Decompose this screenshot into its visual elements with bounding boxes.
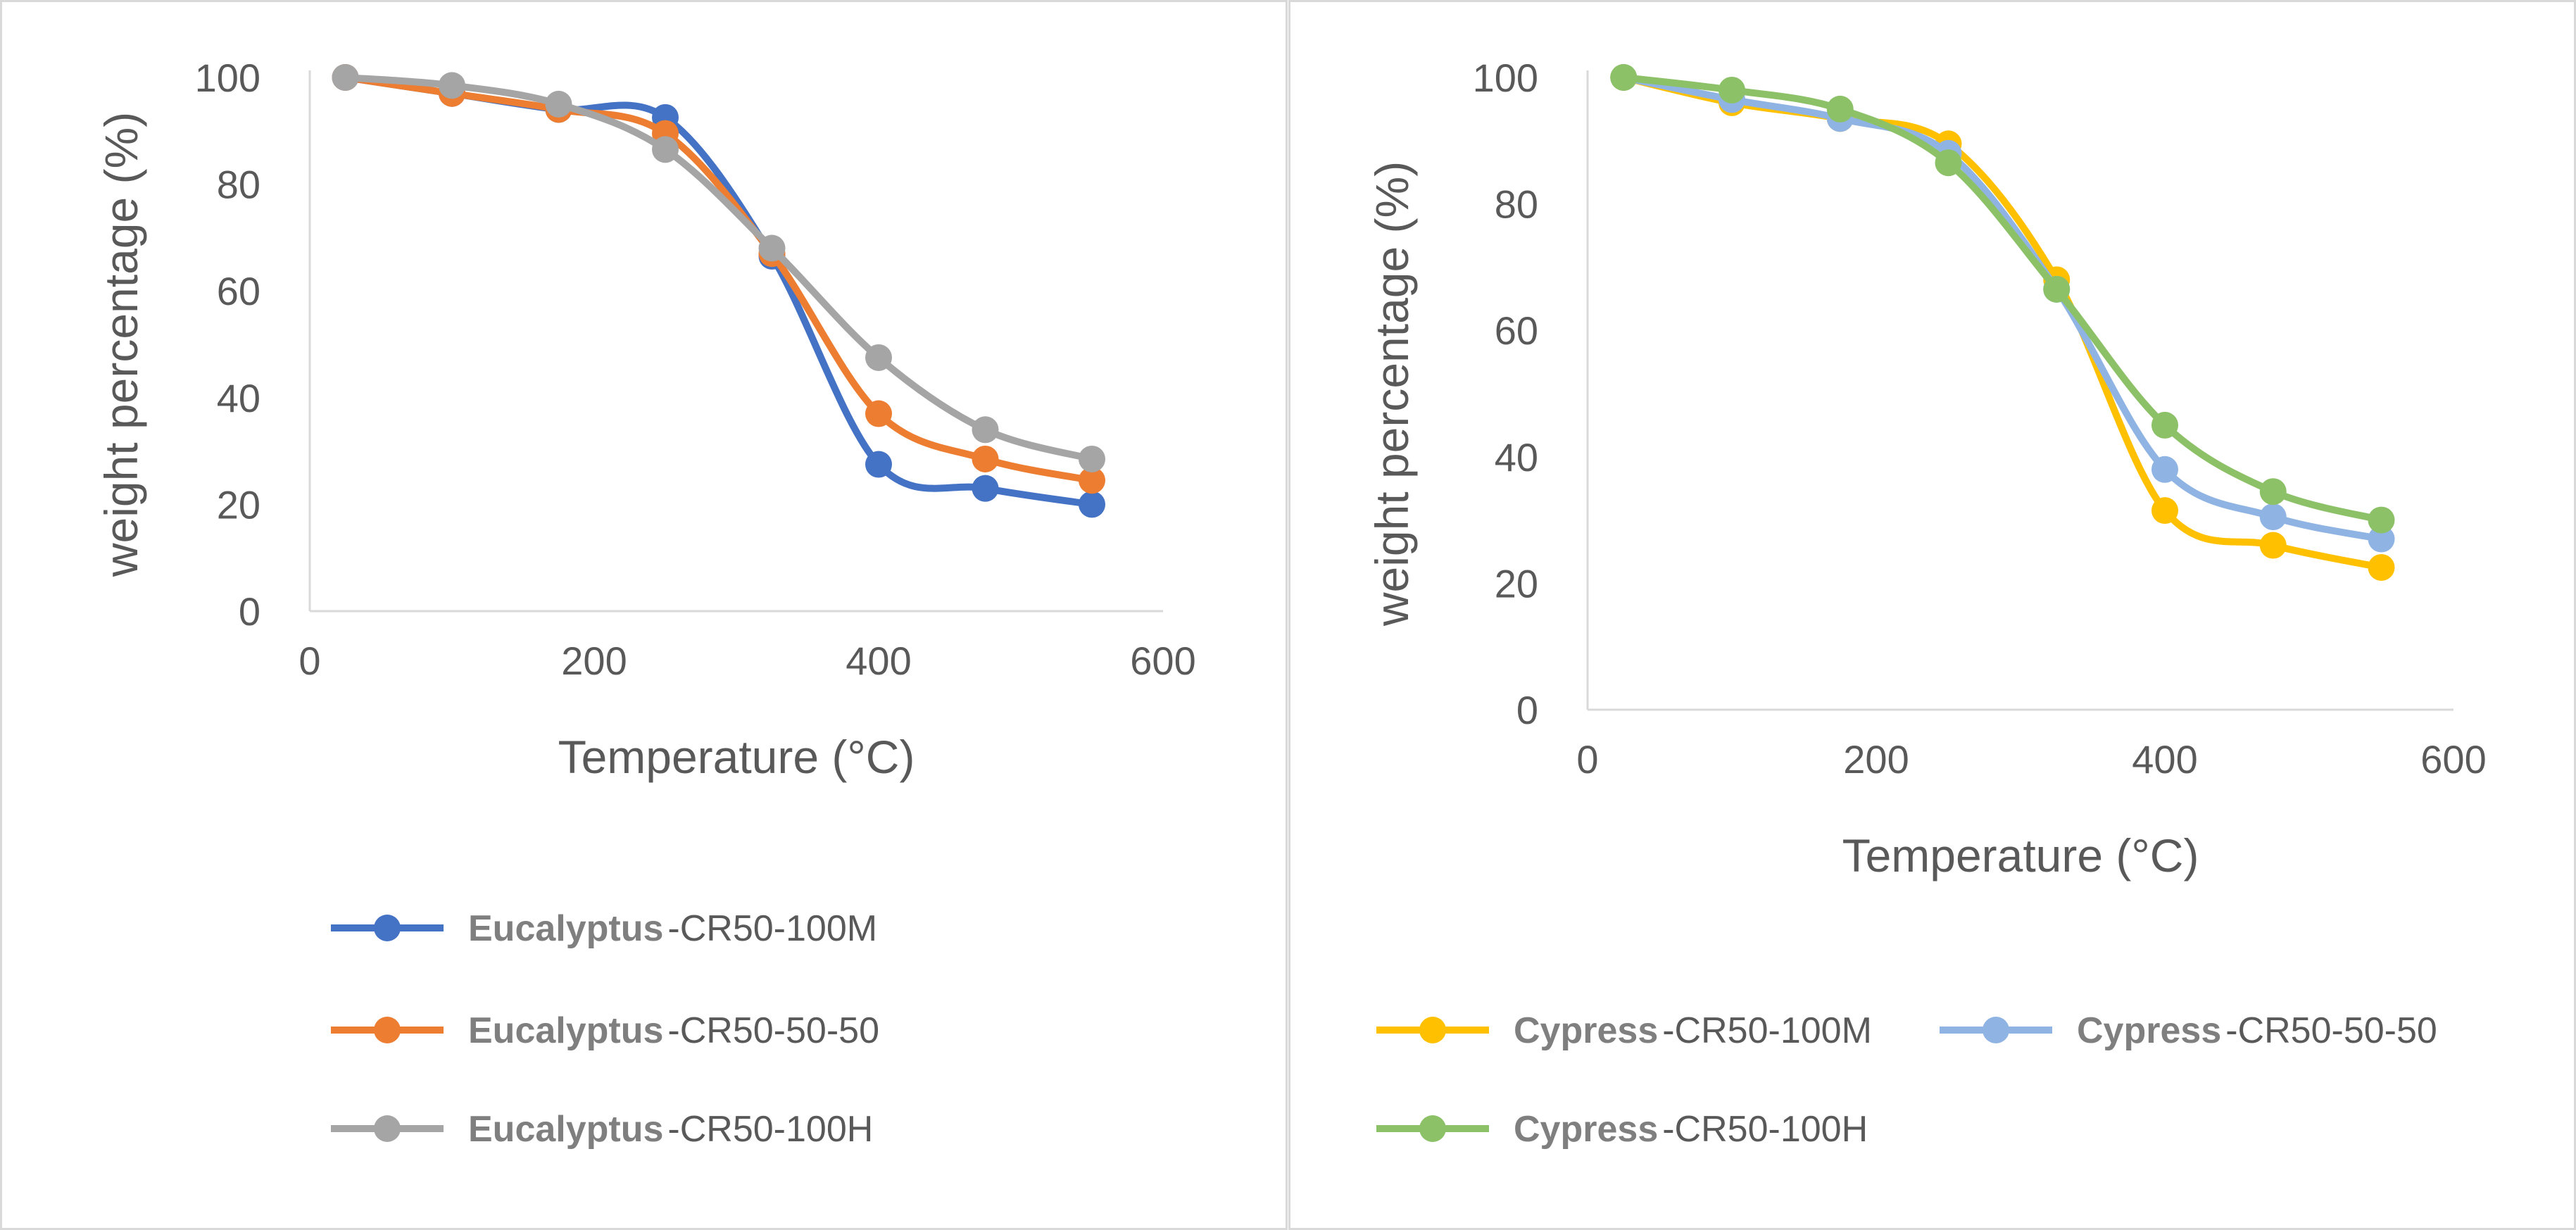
legend-label-code: -CR50-50-50 [667, 1010, 879, 1051]
legend-label: Cypress -CR50-100M [1514, 1010, 1872, 1051]
x-tick-label: 0 [1576, 737, 1598, 782]
legend-entry: Eucalyptus -CR50-100M [331, 908, 877, 949]
y-tick-label: 20 [217, 482, 260, 527]
data-point [972, 445, 999, 472]
y-tick-label: 80 [1495, 182, 1538, 227]
data-point [865, 451, 892, 478]
legend-label: Cypress -CR50-100H [1514, 1109, 1868, 1150]
data-point [1079, 445, 1105, 472]
y-tick-label: 40 [1495, 435, 1538, 479]
series-line-2 [341, 74, 1095, 463]
y-tick-label: 0 [1516, 688, 1538, 732]
data-point [652, 136, 679, 163]
legend-label-code: -CR50-50-50 [2225, 1010, 2437, 1051]
y-axis-title: weight percentage (%) [95, 112, 147, 577]
data-point [865, 400, 892, 427]
data-point [2043, 275, 2071, 303]
legend-label-code: -CR50-100H [1662, 1109, 1868, 1150]
legend-entry: Cypress -CR50-50-50 [1940, 1010, 2437, 1051]
data-point [865, 344, 892, 371]
legend-marker [374, 1017, 401, 1043]
data-point [1079, 467, 1105, 494]
x-tick-label: 600 [1130, 639, 1195, 683]
legend-marker [374, 1115, 401, 1142]
legend-label-species: Cypress [2077, 1010, 2221, 1051]
y-tick-label: 100 [195, 56, 260, 100]
legend-label: Cypress -CR50-50-50 [2077, 1010, 2437, 1051]
y-tick-label: 60 [1495, 308, 1538, 353]
data-point [545, 90, 572, 118]
data-point [972, 416, 999, 444]
data-point [2368, 553, 2395, 581]
data-point [1610, 64, 1638, 91]
y-tick-label: 60 [217, 269, 260, 313]
data-point [1826, 95, 1854, 123]
legend-entry: Cypress -CR50-100M [1376, 1010, 1872, 1051]
series-line-2 [1620, 74, 2385, 524]
data-point [2151, 456, 2178, 483]
data-point [2259, 478, 2287, 506]
data-point [2259, 503, 2287, 531]
series-line-1 [1620, 74, 2385, 543]
y-tick-label: 100 [1473, 56, 1538, 100]
y-tick-label: 0 [239, 589, 260, 634]
legend-entry: Eucalyptus -CR50-50-50 [331, 1010, 879, 1051]
x-tick-label: 400 [846, 639, 911, 683]
legend-entry: Eucalyptus -CR50-100H [331, 1109, 873, 1150]
y-tick-label: 80 [217, 163, 260, 207]
legend-label-species: Cypress [1514, 1010, 1658, 1051]
data-point [972, 475, 999, 502]
chart-panel-eucalyptus: 0 20 40 60 80 100 0 200 400 600 Temperature (°C) we… [0, 0, 1288, 1230]
legend-label-species: Eucalyptus [468, 1109, 663, 1150]
legend-marker [1419, 1115, 1446, 1142]
legend-marker [1419, 1017, 1446, 1043]
chart-panel-cypress: 0 20 40 60 80 100 0 200 400 600 Temperature (°C) we… [1288, 0, 2576, 1230]
legend-label-code: -CR50-100H [667, 1109, 873, 1150]
legend-label-code: -CR50-100M [1662, 1010, 1872, 1051]
legend-entry: Cypress -CR50-100H [1376, 1109, 1868, 1150]
legend-label: Eucalyptus -CR50-100H [468, 1109, 873, 1150]
legend-label-code: -CR50-100M [667, 908, 877, 949]
legend-marker [374, 915, 401, 941]
panel-border [1288, 0, 2576, 1230]
data-point [2151, 411, 2178, 439]
series-line-1 [341, 74, 1095, 484]
y-tick-label: 20 [1495, 561, 1538, 605]
x-axis-title: Temperature (°C) [1842, 829, 2199, 881]
x-tick-label: 400 [2132, 737, 2197, 782]
data-point [2368, 525, 2395, 553]
data-point [2151, 497, 2178, 525]
legend-label-species: Cypress [1514, 1109, 1658, 1150]
legend-label-species: Eucalyptus [468, 908, 663, 949]
data-point [439, 72, 465, 99]
legend-marker [1983, 1017, 2009, 1043]
data-point [2259, 532, 2287, 559]
data-point [1935, 149, 1962, 177]
data-point [758, 234, 786, 262]
legend-label-species: Eucalyptus [468, 1010, 663, 1051]
data-point [332, 64, 359, 91]
chart-cypress: 0 20 40 60 80 100 0 200 400 600 Temperature (°C) we… [1288, 0, 2576, 1230]
legend-label: Eucalyptus -CR50-50-50 [468, 1010, 879, 1051]
data-point [1719, 76, 1745, 103]
x-tick-label: 200 [561, 639, 627, 683]
x-tick-label: 600 [2420, 737, 2486, 782]
y-axis-title: weight percentage (%) [1366, 161, 1418, 627]
x-tick-label: 200 [1843, 737, 1909, 782]
panel-border [0, 0, 1288, 1230]
data-point [2368, 506, 2395, 534]
x-tick-label: 0 [299, 639, 320, 683]
legend-label: Eucalyptus -CR50-100M [468, 908, 877, 949]
y-tick-label: 40 [217, 376, 260, 420]
x-axis-title: Temperature (°C) [558, 731, 915, 783]
data-point [1079, 491, 1105, 518]
chart-eucalyptus: 0 20 40 60 80 100 0 200 400 600 Temperature (°C) we… [0, 0, 1288, 1230]
